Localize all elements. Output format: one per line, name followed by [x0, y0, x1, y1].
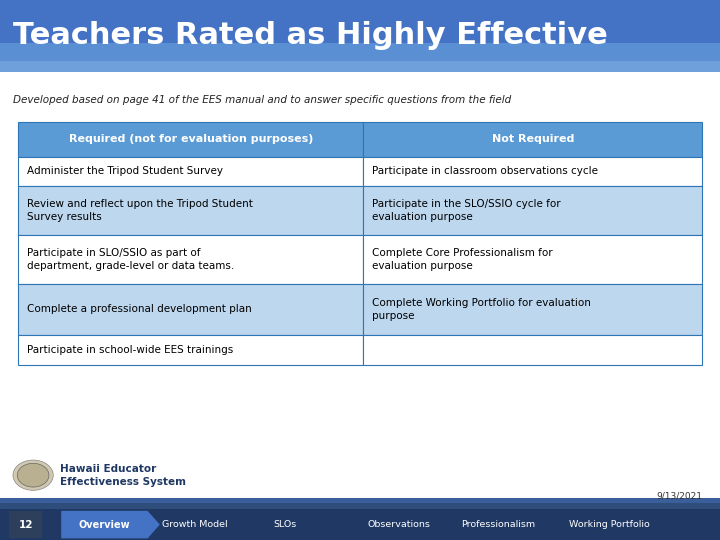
- Bar: [18, 186, 364, 235]
- Text: 12: 12: [19, 519, 33, 530]
- Bar: [0, 0, 720, 72]
- Bar: [364, 284, 702, 335]
- Text: 9/13/2021: 9/13/2021: [656, 491, 702, 500]
- Bar: [18, 235, 364, 284]
- Circle shape: [17, 463, 49, 487]
- Text: Hawaii Educator: Hawaii Educator: [60, 464, 156, 474]
- Bar: [364, 157, 702, 186]
- Text: Participate in the SLO/SSIO cycle for
evaluation purpose: Participate in the SLO/SSIO cycle for ev…: [372, 199, 561, 222]
- Text: Complete a professional development plan: Complete a professional development plan: [27, 304, 251, 314]
- Bar: [0, 503, 720, 509]
- Text: Participate in SLO/SSIO as part of
department, grade-level or data teams.: Participate in SLO/SSIO as part of depar…: [27, 248, 234, 271]
- Text: Professionalism: Professionalism: [461, 520, 535, 529]
- Text: Complete Working Portfolio for evaluation
purpose: Complete Working Portfolio for evaluatio…: [372, 298, 591, 321]
- Bar: [364, 335, 702, 365]
- Bar: [18, 284, 364, 335]
- Bar: [9, 511, 42, 538]
- Bar: [0, 509, 720, 540]
- Text: Overview: Overview: [78, 519, 130, 530]
- Text: Required (not for evaluation purposes): Required (not for evaluation purposes): [68, 134, 313, 144]
- Bar: [0, 498, 720, 503]
- Bar: [18, 122, 364, 157]
- Bar: [364, 235, 702, 284]
- Text: Not Required: Not Required: [492, 134, 574, 144]
- Text: Review and reflect upon the Tripod Student
Survey results: Review and reflect upon the Tripod Stude…: [27, 199, 253, 222]
- Text: Growth Model: Growth Model: [162, 520, 228, 529]
- Text: Administer the Tripod Student Survey: Administer the Tripod Student Survey: [27, 166, 222, 177]
- Bar: [364, 186, 702, 235]
- Bar: [364, 122, 702, 157]
- Text: Observations: Observations: [367, 520, 430, 529]
- Bar: [18, 157, 364, 186]
- Bar: [0, 61, 720, 72]
- Text: SLOs: SLOs: [274, 520, 297, 529]
- Polygon shape: [61, 511, 160, 538]
- Bar: [18, 335, 364, 365]
- Text: Teachers Rated as Highly Effective: Teachers Rated as Highly Effective: [13, 22, 608, 50]
- Circle shape: [13, 460, 53, 490]
- Text: Developed based on page 41 of the EES manual and to answer specific questions fr: Developed based on page 41 of the EES ma…: [13, 95, 511, 105]
- Text: Effectiveness System: Effectiveness System: [60, 477, 186, 487]
- Text: Participate in school-wide EES trainings: Participate in school-wide EES trainings: [27, 345, 233, 355]
- Text: Participate in classroom observations cycle: Participate in classroom observations cy…: [372, 166, 598, 177]
- Text: Complete Core Professionalism for
evaluation purpose: Complete Core Professionalism for evalua…: [372, 248, 553, 271]
- Bar: [0, 43, 720, 72]
- Text: Working Portfolio: Working Portfolio: [569, 520, 649, 529]
